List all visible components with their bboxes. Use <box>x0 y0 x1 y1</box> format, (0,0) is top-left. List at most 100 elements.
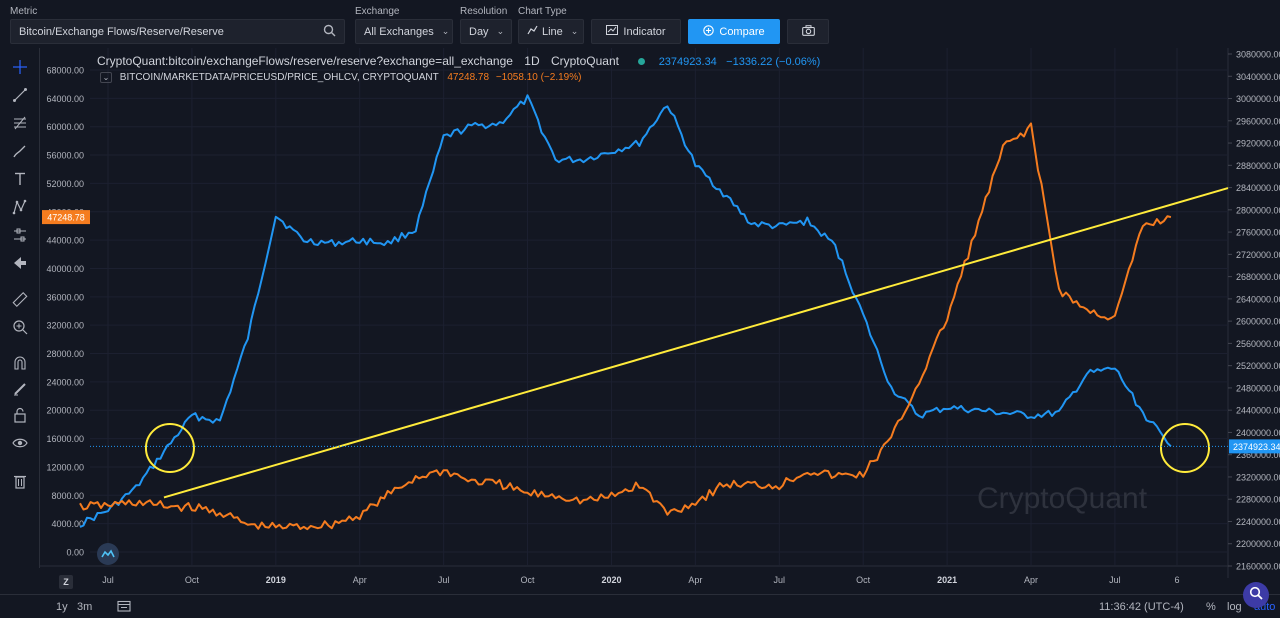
compare-label: Compare <box>719 25 765 38</box>
right-axis-tick-label: 3040000.00 <box>1236 72 1280 82</box>
text-tool-icon[interactable] <box>9 168 31 190</box>
clock-time: 11:36:42 (UTC-4) <box>1099 601 1184 613</box>
time-axis-tick-label: Oct <box>185 575 200 585</box>
resolution-value: Day <box>469 25 489 38</box>
log-scale-toggle[interactable]: log <box>1227 601 1242 613</box>
compare-button[interactable]: Compare <box>688 19 780 44</box>
top-toolbar: Metric Bitcoin/Exchange Flows/Reserve/Re… <box>0 0 1280 48</box>
range-1y-button[interactable]: 1y <box>56 601 68 613</box>
magnet-icon[interactable] <box>9 352 31 374</box>
trash-icon[interactable] <box>9 470 31 492</box>
time-axis-tick-label: 2019 <box>266 575 286 585</box>
resolution-select[interactable]: Day ⌄ <box>460 19 512 44</box>
time-axis-tick-label: Jul <box>438 575 450 585</box>
right-axis-tick-label: 2880000.00 <box>1236 161 1280 171</box>
left-axis-tick-label: 44000.00 <box>46 236 84 246</box>
screenshot-button[interactable] <box>787 19 829 44</box>
cryptoquant-logo-icon <box>97 543 119 565</box>
right-reserve-axis: 3080000.00 3040000.00 3000000.00 2960000.00… <box>1228 50 1280 572</box>
time-axis-tick-label: Apr <box>688 575 702 585</box>
percent-scale-toggle[interactable]: % <box>1206 601 1216 613</box>
charttype-label: Chart Type <box>518 6 567 17</box>
secondary-legend: ⌄ BITCOIN/MARKETDATA/PRICEUSD/PRICE_OHLC… <box>100 72 581 83</box>
zoom-in-icon[interactable] <box>9 316 31 338</box>
price-current-badge <box>42 210 90 225</box>
reserve-current-label: 2374923.34 <box>1233 442 1280 452</box>
brush-icon[interactable] <box>9 140 31 162</box>
lock-icon[interactable] <box>9 404 31 426</box>
current-value-labels: 47248.78 2374923.34 <box>42 210 1280 454</box>
ruler-icon[interactable] <box>9 288 31 310</box>
exchange-label: Exchange <box>355 6 400 17</box>
search-icon <box>323 24 336 40</box>
right-axis-tick-label: 2640000.00 <box>1236 294 1280 304</box>
watermark: CryptoQuant <box>977 482 1148 515</box>
left-axis-tick-label: 68000.00 <box>46 66 84 76</box>
main-series-change: −1336.22 (−0.06%) <box>726 56 821 68</box>
highlight-circle-right <box>1160 423 1210 473</box>
indicator-button[interactable]: Indicator <box>591 19 681 44</box>
right-axis-tick-label: 2440000.00 <box>1236 406 1280 416</box>
left-axis-tick-label: 60000.00 <box>46 122 84 132</box>
time-axis-tick-label: Jul <box>1109 575 1121 585</box>
right-axis-tick-label: 2520000.00 <box>1236 361 1280 371</box>
right-axis-tick-label: 2240000.00 <box>1236 517 1280 527</box>
prediction-tool-icon[interactable] <box>9 224 31 246</box>
main-series-value: 2374923.34 <box>658 56 717 68</box>
date-range-icon[interactable] <box>117 600 131 615</box>
drawing-toolbar <box>0 48 40 568</box>
eye-icon[interactable] <box>9 432 31 454</box>
z-reset-label: Z <box>63 577 69 587</box>
secondary-series-value: 47248.78 <box>447 72 490 83</box>
collapse-legend-icon[interactable]: ⌄ <box>100 72 112 83</box>
time-axis-tick-label: 2020 <box>601 575 621 585</box>
exchange-value: All Exchanges <box>364 25 434 38</box>
charttype-select[interactable]: Line ⌄ <box>518 19 584 44</box>
right-axis-tick-label: 3080000.00 <box>1236 50 1280 60</box>
right-axis-tick-label: 2280000.00 <box>1236 495 1280 505</box>
time-axis-tick-label: Jul <box>774 575 786 585</box>
right-axis-tick-label: 2480000.00 <box>1236 383 1280 393</box>
line-chart-icon <box>527 25 538 38</box>
right-axis-tick-label: 2200000.00 <box>1236 539 1280 549</box>
left-axis-tick-label: 12000.00 <box>46 462 84 472</box>
annotation-layer <box>90 187 1229 499</box>
series-layer <box>79 94 1172 531</box>
right-axis-tick-label: 2720000.00 <box>1236 250 1280 260</box>
reserve-series-line <box>79 94 1172 528</box>
chart-canvas[interactable]: 68000.00 64000.00 60000.00 56000.00 52000.00… <box>40 48 1280 594</box>
left-axis-tick-label: 28000.00 <box>46 349 84 359</box>
crosshair-icon[interactable] <box>9 56 31 78</box>
left-axis-tick-label: 56000.00 <box>46 151 84 161</box>
z-reset-button[interactable]: Z <box>59 575 73 589</box>
time-axis-tick-label: Oct <box>521 575 536 585</box>
left-axis-tick-label: 64000.00 <box>46 94 84 104</box>
metric-label: Metric <box>10 6 38 17</box>
main-series-source: CryptoQuant <box>550 54 619 68</box>
trend-line-icon[interactable] <box>9 84 31 106</box>
left-axis-tick-label: 52000.00 <box>46 179 84 189</box>
time-axis-tick-label: 2021 <box>937 575 957 585</box>
indicator-label: Indicator <box>623 25 666 38</box>
pattern-tool-icon[interactable] <box>9 196 31 218</box>
main-series-title: CryptoQuant:bitcoin/exchangeFlows/reserv… <box>97 54 513 68</box>
time-axis-tick-label: Oct <box>856 575 871 585</box>
secondary-series-change: −1058.10 (−2.19%) <box>495 72 582 83</box>
search-fab-button[interactable] <box>1243 582 1269 608</box>
left-axis-tick-label: 40000.00 <box>46 264 84 274</box>
metric-search-input[interactable]: Bitcoin/Exchange Flows/Reserve/Reserve <box>10 19 345 44</box>
camera-icon <box>801 24 815 39</box>
status-dot-icon <box>638 58 646 66</box>
left-axis-tick-label: 0.00 <box>66 548 84 558</box>
exchange-select[interactable]: All Exchanges ⌄ <box>355 19 453 44</box>
time-axis-tick-label: Apr <box>1024 575 1038 585</box>
fib-tool-icon[interactable] <box>9 112 31 134</box>
magnifier-icon <box>1249 586 1263 605</box>
secondary-series-title: BITCOIN/MARKETDATA/PRICEUSD/PRICE_OHLCV,… <box>119 72 439 83</box>
time-axis: Jul Oct 2019 Apr Jul Oct 2020 Apr Jul Oct 2021 Apr J… <box>102 575 1179 585</box>
range-3m-button[interactable]: 3m <box>77 601 93 613</box>
indicator-icon <box>606 25 619 38</box>
time-axis-tick-label: Jul <box>102 575 114 585</box>
arrow-left-icon[interactable] <box>9 252 31 274</box>
draw-mode-icon[interactable] <box>9 378 31 400</box>
